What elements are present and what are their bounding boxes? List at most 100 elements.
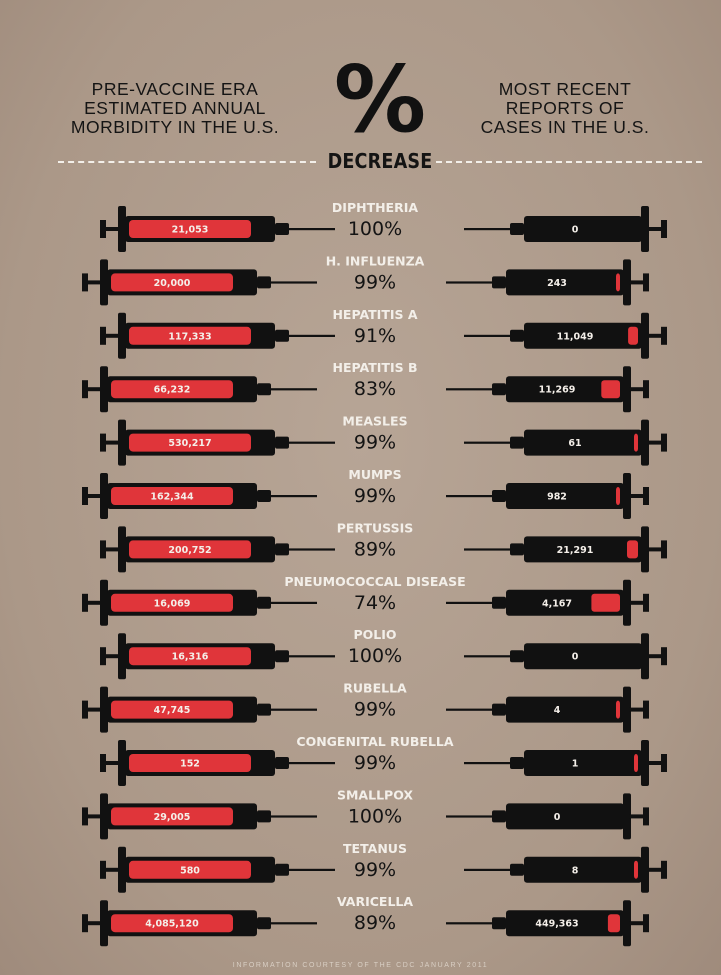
syringe-row: 530,217 MEASLES 99% 61 bbox=[100, 414, 667, 466]
right-plunger-cap bbox=[643, 807, 649, 826]
right-plunger-rod bbox=[647, 547, 661, 552]
recent-cases-value: 4 bbox=[554, 705, 561, 716]
left-hub bbox=[275, 863, 289, 876]
percent-decrease: 99% bbox=[354, 752, 396, 774]
right-barrel-fill bbox=[601, 380, 620, 399]
recent-cases-value: 11,049 bbox=[557, 331, 594, 342]
left-needle bbox=[289, 655, 335, 658]
right-hub bbox=[492, 810, 506, 823]
pre-vaccine-value: 20,000 bbox=[154, 278, 191, 289]
right-hub bbox=[510, 757, 524, 769]
percent-decrease: 99% bbox=[354, 859, 396, 881]
left-plunger-rod bbox=[106, 761, 120, 765]
right-barrel bbox=[524, 216, 642, 242]
left-plunger-rod bbox=[106, 227, 120, 231]
right-barrel bbox=[524, 856, 642, 883]
right-plunger-cap bbox=[643, 273, 649, 292]
decrease-label: DECREASE bbox=[327, 149, 433, 173]
right-plunger-cap bbox=[643, 700, 649, 719]
right-plunger-rod bbox=[647, 227, 661, 231]
percent-decrease: 99% bbox=[354, 485, 396, 507]
right-barrel-fill bbox=[627, 540, 638, 559]
left-barrel-fill bbox=[111, 807, 233, 826]
disease-name: HEPATITIS A bbox=[332, 307, 417, 322]
recent-cases-value: 8 bbox=[572, 865, 579, 876]
right-needle bbox=[446, 922, 492, 925]
right-flange bbox=[641, 633, 649, 680]
syringe-row: 117,333 HEPATITIS A 91% 11,049 bbox=[100, 307, 667, 359]
right-plunger-cap bbox=[643, 487, 649, 505]
right-needle bbox=[464, 441, 510, 444]
left-plunger-rod bbox=[106, 867, 120, 872]
left-flange bbox=[118, 740, 126, 786]
left-barrel-fill bbox=[129, 754, 251, 772]
right-flange bbox=[623, 259, 631, 306]
pre-vaccine-value: 21,053 bbox=[172, 225, 209, 236]
right-needle bbox=[464, 228, 510, 231]
right-barrel bbox=[506, 803, 624, 830]
right-plunger-cap bbox=[661, 326, 667, 345]
syringe-row: 20,000 H. INFLUENZA 99% 243 bbox=[82, 253, 649, 306]
left-hub bbox=[275, 650, 289, 663]
right-barrel bbox=[506, 483, 624, 509]
syringe-row: 200,752 PERTUSSIS 89% 21,291 bbox=[100, 520, 667, 573]
recent-cases-value: 982 bbox=[547, 492, 567, 503]
source-footer: INFORMATION COURTESY OF THE CDC JANUARY … bbox=[232, 962, 489, 969]
recent-cases-value: 21,291 bbox=[557, 545, 594, 556]
right-plunger-cap bbox=[661, 433, 667, 452]
left-flange bbox=[118, 206, 126, 252]
right-header-line-3: CASES IN THE U.S. bbox=[480, 117, 650, 137]
left-barrel-fill bbox=[111, 380, 233, 399]
percent-decrease: 83% bbox=[354, 378, 396, 400]
left-plunger-cap bbox=[82, 593, 88, 612]
right-flange bbox=[641, 740, 649, 786]
percent-decrease: 74% bbox=[354, 592, 396, 614]
disease-name: RUBELLA bbox=[343, 681, 407, 696]
right-plunger-cap bbox=[661, 754, 667, 772]
recent-cases-value: 243 bbox=[547, 278, 567, 289]
right-hub bbox=[492, 917, 506, 930]
pre-vaccine-value: 162,344 bbox=[150, 492, 194, 503]
right-flange bbox=[623, 473, 631, 519]
right-barrel bbox=[506, 376, 624, 403]
left-needle bbox=[289, 334, 335, 337]
left-barrel-fill bbox=[111, 273, 233, 292]
left-hub bbox=[275, 543, 289, 556]
left-hub bbox=[275, 757, 289, 769]
left-plunger-rod bbox=[106, 333, 120, 338]
pre-vaccine-value: 152 bbox=[180, 759, 200, 770]
right-barrel bbox=[524, 750, 642, 776]
left-plunger-cap bbox=[100, 860, 106, 879]
right-needle bbox=[464, 762, 510, 765]
left-needle bbox=[289, 868, 335, 871]
recent-cases-value: 4,167 bbox=[542, 598, 572, 609]
percent-decrease: 89% bbox=[354, 538, 396, 560]
right-barrel bbox=[524, 643, 642, 670]
pre-vaccine-value: 580 bbox=[180, 865, 200, 876]
recent-cases-value: 0 bbox=[572, 652, 579, 663]
syringe-row: 152 CONGENITAL RUBELLA 99% 1 bbox=[100, 734, 667, 786]
right-plunger-cap bbox=[661, 220, 667, 238]
left-barrel-fill bbox=[111, 914, 233, 933]
left-barrel-fill bbox=[111, 487, 233, 505]
right-plunger-rod bbox=[629, 600, 643, 605]
recent-cases-value: 11,269 bbox=[539, 385, 576, 396]
disease-name: POLIO bbox=[353, 627, 396, 642]
disease-name: CONGENITAL RUBELLA bbox=[296, 734, 453, 749]
right-header-line-2: REPORTS OF bbox=[505, 98, 625, 118]
right-column-header: MOST RECENT REPORTS OF CASES IN THE U.S. bbox=[445, 80, 685, 137]
left-flange bbox=[118, 846, 126, 893]
right-hub bbox=[492, 703, 506, 716]
right-plunger-cap bbox=[661, 540, 667, 559]
right-plunger-cap bbox=[643, 380, 649, 399]
right-needle bbox=[464, 655, 510, 658]
left-needle bbox=[289, 228, 335, 231]
syringe-row: 162,344 MUMPS 99% 982 bbox=[82, 467, 649, 519]
disease-name: DIPHTHERIA bbox=[332, 200, 418, 215]
disease-name: HEPATITIS B bbox=[333, 360, 418, 375]
disease-name: MUMPS bbox=[348, 467, 401, 482]
left-needle bbox=[271, 388, 317, 391]
left-barrel-fill bbox=[129, 433, 251, 452]
left-hub bbox=[257, 810, 271, 823]
